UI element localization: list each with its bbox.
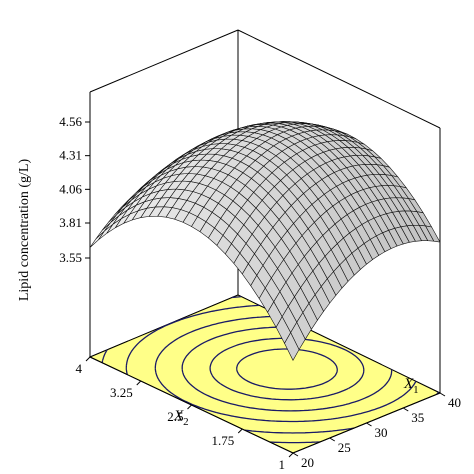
x1-tick-label: 35: [411, 410, 424, 425]
z-tick-label: 4.31: [59, 148, 82, 163]
x1-tick-mark: [366, 422, 372, 427]
x2-tick-mark: [85, 356, 91, 362]
axis-ticks: 3.55 3.81 4.06 4.31 4.56 1 1.75 2.5 3.25 4 20 25 30 3…: [59, 114, 461, 472]
x1-tick-label: 40: [448, 395, 461, 410]
z-tick-label: 3.55: [59, 250, 82, 265]
contour-floor: [88, 294, 442, 454]
x1-axis-label: X1: [403, 376, 419, 396]
surface-patch: [424, 225, 441, 243]
z-axis-label: Lipid concentration (g/L): [17, 159, 32, 302]
x1-tick-mark: [292, 452, 299, 457]
x2-tick-mark: [237, 428, 243, 434]
contour-floor-plane: [88, 294, 442, 454]
contour-line: [125, 304, 439, 434]
x2-tick-label: 1: [279, 457, 286, 472]
response-surface: [89, 121, 441, 361]
surface-patch: [89, 230, 105, 248]
top-back-edge-left: [89, 29, 239, 93]
x1-tick-label: 30: [375, 425, 388, 440]
x2-tick-label: 1.75: [212, 433, 235, 448]
z-tick-label: 3.81: [59, 215, 82, 230]
z-tick-label: 4.06: [59, 181, 82, 196]
x2-tick-label: 2.5: [167, 409, 183, 424]
x2-axis-label: X2: [173, 408, 189, 428]
x2-tick-label: 4: [76, 361, 83, 376]
x1-tick-label: 25: [338, 440, 351, 455]
top-back-edge-right: [237, 29, 441, 129]
x1-tick-mark: [402, 407, 409, 412]
x2-tick-mark: [187, 404, 192, 410]
z-tick-label: 4.56: [59, 114, 82, 129]
x2-tick-mark: [136, 380, 142, 386]
x1-tick-mark: [439, 392, 446, 397]
x2-tick-label: 3.25: [110, 385, 133, 400]
x1-tick-label: 20: [301, 455, 314, 470]
contour-line: [154, 315, 417, 423]
x2-tick-mark: [288, 452, 294, 458]
x1-tick-mark: [329, 437, 336, 442]
